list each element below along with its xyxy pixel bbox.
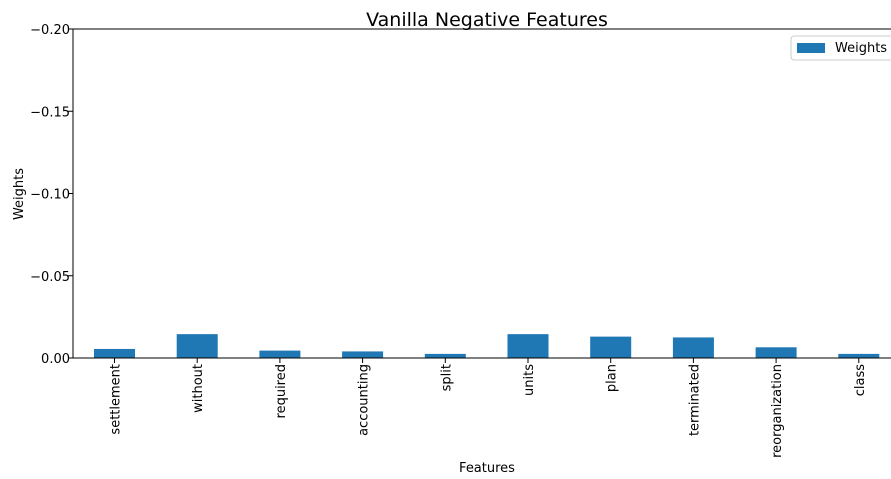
legend: Weights — [790, 35, 891, 61]
x-tick-label: accounting — [357, 364, 372, 436]
y-axis-label: Weights — [12, 168, 27, 220]
y-tick-label: 0.00 — [41, 352, 70, 367]
legend-label: Weights — [835, 41, 887, 56]
x-tick-label: split — [439, 364, 454, 391]
bar — [259, 350, 301, 358]
bar — [755, 347, 797, 358]
x-tick-label: settlement — [109, 364, 124, 435]
y-tick-label: −0.20 — [30, 23, 70, 38]
x-tick-label: terminated — [687, 364, 702, 436]
bar — [590, 336, 632, 358]
bar — [424, 353, 466, 358]
x-tick-label: reorganization — [770, 364, 785, 458]
bar — [838, 353, 880, 358]
x-axis-label: Features — [459, 461, 515, 476]
legend-swatch — [797, 43, 825, 53]
x-tick-label: class — [853, 364, 868, 396]
x-tick-label: without — [191, 364, 206, 413]
y-tick-label: −0.05 — [30, 270, 70, 285]
y-tick-label: −0.10 — [30, 188, 70, 203]
bar — [507, 334, 549, 358]
plot-area: settlement without required accounting split… — [30, 23, 891, 458]
x-tick-label: required — [274, 364, 289, 418]
bar — [94, 348, 135, 358]
bar — [672, 337, 714, 358]
bar — [342, 351, 384, 358]
x-tick-label: plan — [605, 364, 620, 392]
x-tick-label: units — [522, 364, 537, 396]
bar — [176, 334, 218, 358]
chart-title: Vanilla Negative Features — [366, 9, 608, 31]
y-tick-label: −0.15 — [30, 105, 70, 120]
legend-box — [790, 35, 891, 61]
